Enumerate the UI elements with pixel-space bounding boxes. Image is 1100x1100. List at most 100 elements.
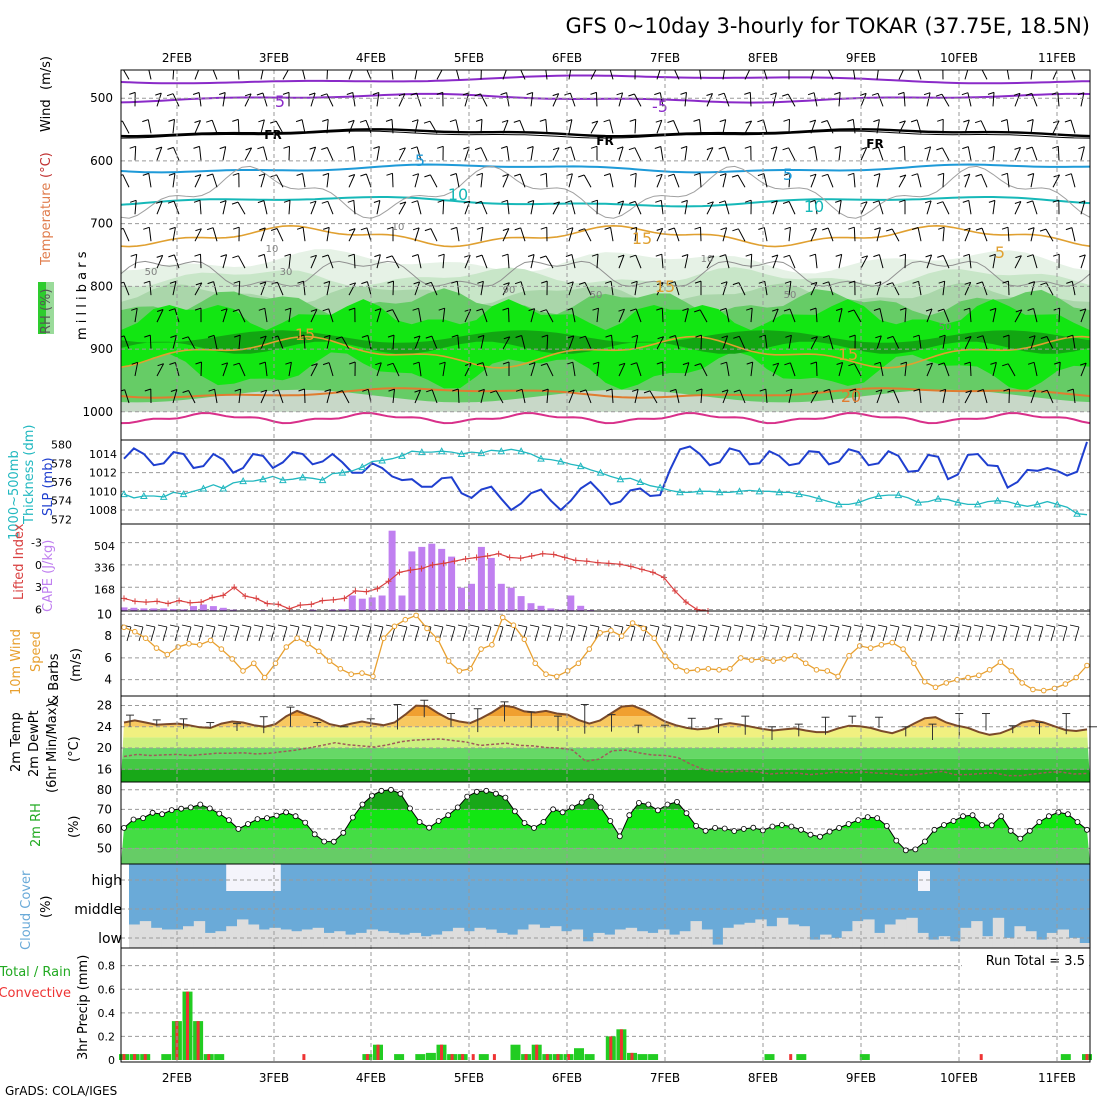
rh-marker — [645, 801, 652, 808]
cloud-layer-label: low — [98, 931, 122, 947]
rh-marker — [988, 822, 995, 829]
wind-barb-flag — [963, 119, 970, 123]
wind-barb — [926, 362, 933, 377]
wind-barb — [326, 227, 330, 242]
wind-tick-label: 4 — [104, 673, 112, 687]
wind-barb-flag — [962, 146, 969, 150]
wind-barb — [684, 362, 690, 377]
low-cloud-bar — [992, 917, 1005, 948]
wind-barb — [1030, 281, 1036, 296]
wind-barb — [609, 70, 614, 80]
wind-barb — [237, 119, 240, 134]
wind-speed-marker — [932, 684, 939, 691]
surface-wind-barb — [582, 626, 588, 642]
rh-tick-label: 50 — [97, 841, 112, 855]
wind-barb-flag — [964, 336, 972, 339]
wind-barb-flag — [144, 388, 151, 392]
wind-barb — [904, 146, 906, 161]
wind-barb-flag — [873, 254, 880, 258]
low-cloud-bar — [1014, 926, 1026, 948]
wind-barb — [149, 281, 152, 296]
wind-barb — [942, 227, 945, 242]
low-cloud-bar — [183, 926, 195, 948]
wind-barb-flag — [323, 226, 330, 230]
rh-marker — [540, 819, 547, 825]
wind-barb-flag — [822, 335, 830, 339]
wind-barb — [156, 309, 164, 323]
low-cloud-bar — [787, 924, 800, 948]
wind-barb — [585, 336, 592, 350]
isotherm-25 — [121, 411, 1090, 425]
wind-barb — [590, 120, 599, 134]
date-label-top: 4FEB — [356, 51, 386, 65]
wind-barb — [455, 173, 460, 188]
low-cloud-bar — [1068, 937, 1080, 948]
wind-barb — [992, 200, 996, 215]
surface-wind-barb-flag — [1057, 624, 1068, 628]
surface-wind-barb — [486, 626, 492, 642]
wind-barb-flag — [130, 199, 137, 203]
wind-barb — [876, 227, 881, 242]
low-cloud-bar — [291, 931, 303, 948]
surface-wind-barb-flag — [457, 624, 468, 628]
rh-marker — [216, 810, 223, 817]
wind-barb — [546, 389, 549, 404]
thickness-marker — [874, 491, 883, 499]
wind-barb-flag — [258, 307, 265, 311]
wind-barb-flag — [616, 92, 623, 96]
wind-barb-flag — [258, 119, 265, 123]
wind-barb-flag — [411, 254, 419, 257]
surface-wind-barb-flag — [517, 624, 528, 628]
surface-wind-barb — [402, 626, 408, 642]
rh-marker — [483, 787, 490, 794]
wind-barb — [656, 336, 665, 350]
wind-barb-flag — [131, 307, 138, 311]
wind-barb-flag — [630, 172, 637, 176]
wind-barb — [376, 146, 380, 161]
surface-wind-barb — [570, 626, 576, 642]
wind-barb-flag — [604, 280, 612, 284]
wind-barb — [992, 92, 995, 107]
precip-convective-bar — [186, 991, 189, 1060]
precip-convective-bar — [1085, 1054, 1089, 1060]
wind-barb — [442, 362, 446, 377]
rh-band-dry — [121, 389, 1090, 412]
wind-barb-flag — [143, 226, 150, 230]
wind-barb — [391, 119, 394, 134]
wind-barb-flag — [231, 201, 239, 205]
date-label-bottom: 10FEB — [940, 1071, 978, 1085]
wind-barb-flag — [501, 253, 509, 257]
wind-speed-marker — [1084, 662, 1090, 669]
wind-speed-marker — [499, 614, 506, 621]
wind-barb — [852, 70, 856, 80]
surface-wind-barb — [282, 626, 288, 642]
wind-barb-flag — [785, 334, 792, 338]
wind-barb-flag — [503, 282, 510, 286]
wind-speed-marker — [359, 670, 365, 676]
wind-barb — [722, 281, 728, 296]
wind-barb — [194, 120, 201, 134]
cape-bar — [408, 551, 416, 611]
temp-band — [121, 769, 1090, 782]
wind-barb — [502, 70, 507, 80]
wind-barb-flag — [360, 227, 368, 231]
wind-barb-flag — [539, 118, 546, 122]
wind-barb-flag — [157, 363, 164, 367]
surface-wind-barb-flag — [409, 624, 420, 628]
wind-barb — [684, 92, 687, 107]
wind-barb — [684, 308, 689, 323]
wind-barb — [326, 281, 331, 296]
wind-barb — [981, 174, 988, 188]
wind-barb-flag — [500, 92, 507, 96]
low-cloud-bar — [258, 929, 270, 948]
wind-barb-flag — [412, 307, 419, 311]
wind-barb-flag — [643, 390, 651, 394]
wind-barb — [969, 308, 972, 323]
wind-barb-flag — [232, 172, 239, 176]
wind-barb — [787, 93, 796, 107]
low-cloud-bar — [982, 936, 994, 948]
wind-barb-flag — [463, 200, 470, 204]
surface-wind-barb — [186, 626, 192, 642]
wind-barb-flag — [899, 253, 906, 257]
wind-barb — [276, 174, 284, 188]
